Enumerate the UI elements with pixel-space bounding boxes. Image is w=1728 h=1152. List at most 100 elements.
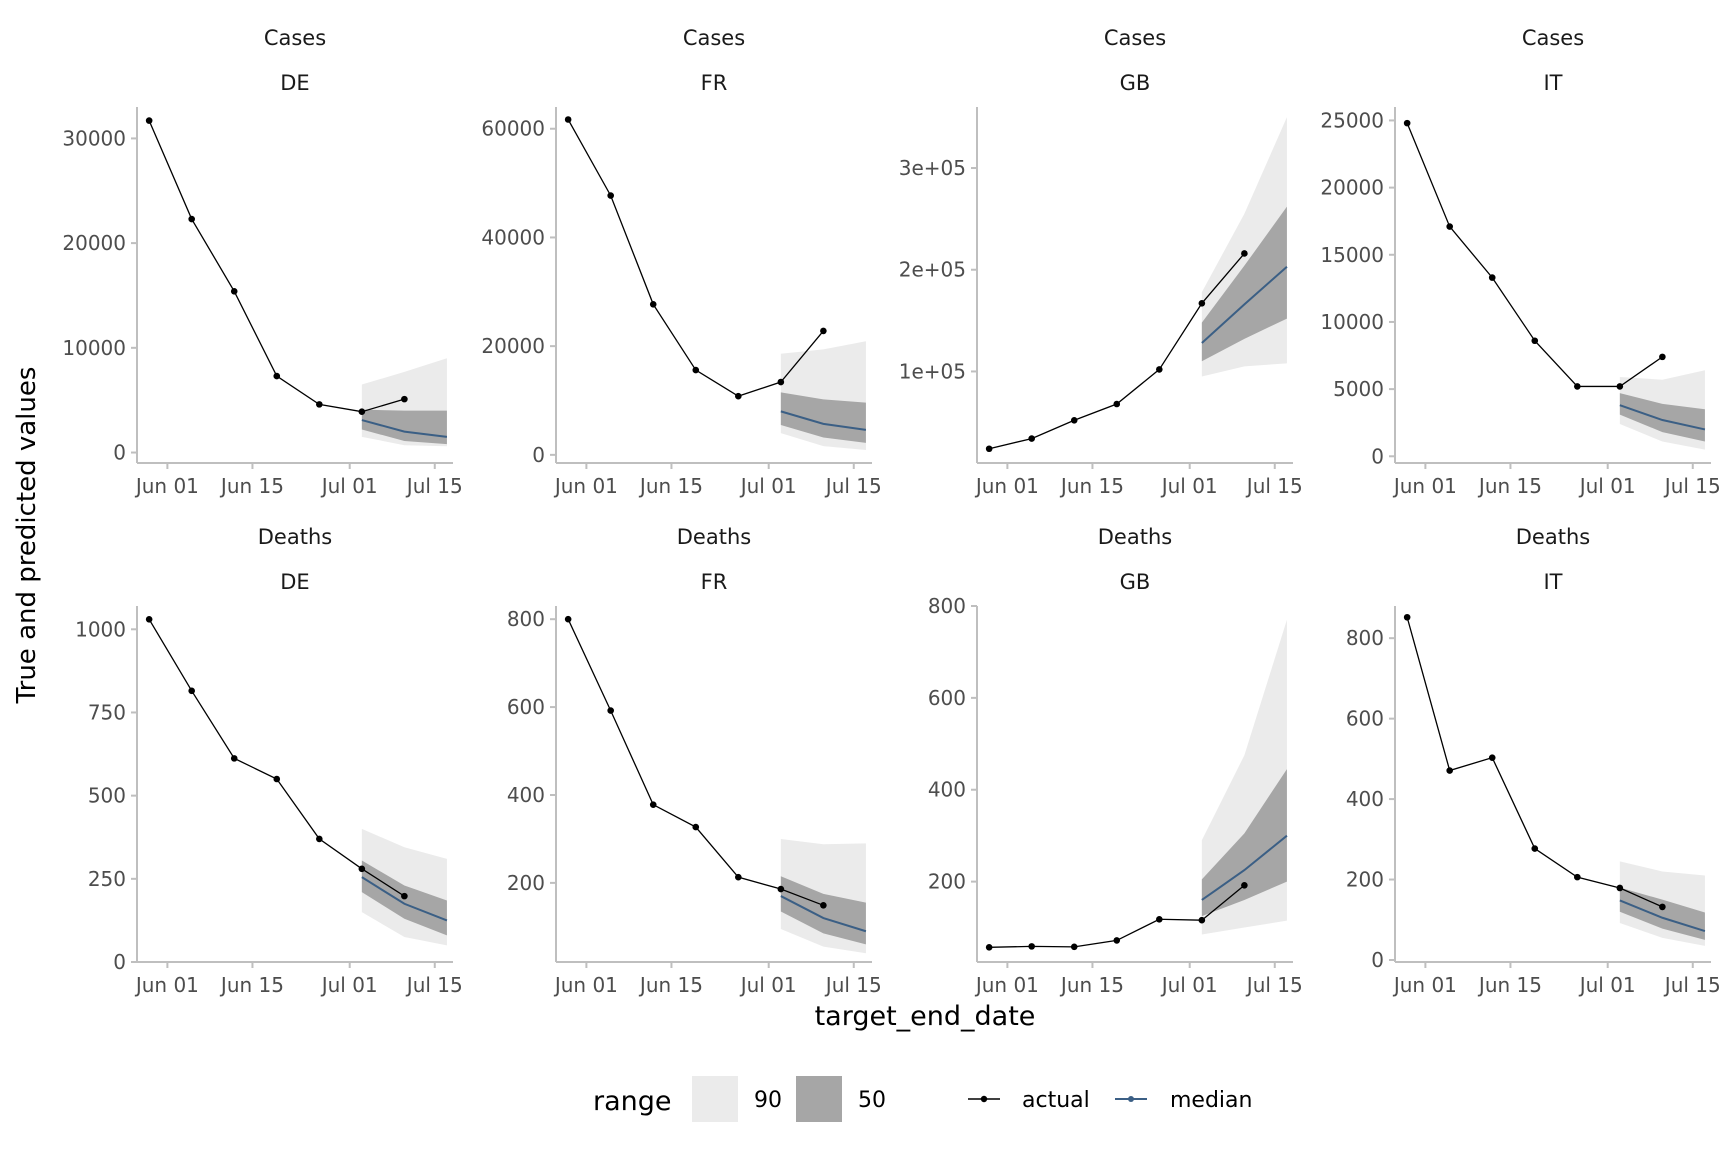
actual-point xyxy=(316,835,323,843)
strip-location: DE xyxy=(280,570,309,594)
actual-point xyxy=(777,885,785,893)
strip-location: IT xyxy=(1543,71,1562,95)
y-tick-label: 600 xyxy=(928,686,966,710)
y-tick-label: 10000 xyxy=(1320,310,1384,334)
y-tick-label: 40000 xyxy=(481,225,545,249)
actual-point xyxy=(1574,873,1581,881)
x-tick-label: Jun 15 xyxy=(219,973,284,997)
actual-point xyxy=(1198,916,1206,924)
actual-point xyxy=(1574,383,1581,390)
y-tick-label: 30000 xyxy=(62,126,126,150)
strip-location: IT xyxy=(1543,570,1562,594)
x-tick-label: Jul 01 xyxy=(320,474,378,498)
actual-point xyxy=(985,944,993,951)
y-tick-label: 400 xyxy=(507,783,545,807)
x-tick-label: Jun 01 xyxy=(1392,474,1457,498)
strip-target: Deaths xyxy=(1098,525,1172,549)
median-line xyxy=(1619,899,1706,932)
median-line xyxy=(1201,265,1288,344)
actual-point xyxy=(1403,613,1411,621)
y-tick-label: 500 xyxy=(88,784,126,808)
x-tick-label: Jul 01 xyxy=(739,973,797,997)
x-tick-label: Jun 15 xyxy=(638,474,703,498)
x-tick-label: Jul 01 xyxy=(1160,474,1218,498)
actual-point xyxy=(273,775,281,783)
actual-point xyxy=(1156,915,1163,923)
actual-point xyxy=(1531,845,1539,852)
y-tick-label: 1e+05 xyxy=(899,359,966,383)
x-tick-label: Jul 15 xyxy=(824,474,882,498)
y-tick-label: 5000 xyxy=(1333,377,1384,401)
strip-location: GB xyxy=(1120,71,1151,95)
actual-point xyxy=(1028,435,1035,442)
panel-deaths-it: Deaths IT 0 200 400 600 800 Jun 01 Jun 15 Jul 01 J… xyxy=(1346,525,1721,997)
actual-point xyxy=(1446,767,1453,774)
legend: range 90 50 actual median xyxy=(593,1076,1252,1122)
median-line xyxy=(780,895,867,933)
y-tick-label: 800 xyxy=(507,607,545,631)
y-tick-label: 400 xyxy=(1346,787,1384,811)
legend-key-median-point xyxy=(1128,1096,1134,1102)
actual-point xyxy=(1028,943,1035,950)
y-tick-label: 0 xyxy=(113,441,126,465)
actual-point xyxy=(145,117,153,124)
x-tick-label: Jul 01 xyxy=(739,474,797,498)
x-tick-label: Jun 01 xyxy=(974,474,1039,498)
actual-point xyxy=(1403,119,1411,127)
y-axis-title: True and predicted values xyxy=(12,367,42,705)
y-tick-label: 20000 xyxy=(62,231,126,255)
x-tick-label: Jul 15 xyxy=(1663,474,1721,498)
x-tick-label: Jun 01 xyxy=(553,973,618,997)
panel-deaths-fr: Deaths FR 200 400 600 800 Jun 01 Jun 15 Jul 01 Ju… xyxy=(507,525,882,997)
y-tick-label: 0 xyxy=(1371,948,1384,972)
actual-point xyxy=(188,215,195,223)
x-tick-label: Jul 15 xyxy=(1245,474,1303,498)
y-tick-label: 0 xyxy=(532,443,545,467)
y-tick-label: 400 xyxy=(928,778,966,802)
strip-target: Deaths xyxy=(1516,525,1590,549)
y-tick-label: 10000 xyxy=(62,336,126,360)
actual-point xyxy=(230,755,238,762)
actual-point xyxy=(188,687,195,695)
legend-key-90 xyxy=(692,1076,738,1122)
actual-point xyxy=(735,873,742,881)
legend-label-median: median xyxy=(1170,1088,1252,1113)
panel-cases-de: Cases DE 0 10000 20000 30000 Jun 01 Jun 15 Jul 0… xyxy=(62,26,462,498)
strip-target: Deaths xyxy=(258,525,332,549)
actual-point xyxy=(1488,754,1496,761)
x-tick-label: Jun 15 xyxy=(1477,973,1542,997)
strip-location: DE xyxy=(280,71,309,95)
actual-point xyxy=(692,366,700,374)
x-tick-label: Jul 01 xyxy=(1578,973,1636,997)
actual-point xyxy=(1659,903,1666,911)
y-tick-label: 600 xyxy=(507,695,545,719)
y-tick-label: 0 xyxy=(113,950,126,974)
actual-point xyxy=(1531,337,1539,345)
actual-point xyxy=(1156,366,1163,373)
x-tick-label: Jun 01 xyxy=(1392,973,1457,997)
actual-point xyxy=(649,801,657,808)
actual-point xyxy=(564,116,572,123)
y-tick-label: 250 xyxy=(88,867,126,891)
actual-point xyxy=(564,615,572,623)
x-tick-label: Jul 01 xyxy=(320,973,378,997)
x-tick-label: Jul 15 xyxy=(405,474,463,498)
actual-point xyxy=(1113,400,1121,408)
x-tick-label: Jul 15 xyxy=(824,973,882,997)
median-line xyxy=(361,419,448,438)
y-tick-label: 3e+05 xyxy=(899,156,966,180)
legend-key-50 xyxy=(796,1076,842,1122)
band-50 xyxy=(361,409,447,445)
y-tick-label: 750 xyxy=(88,700,126,724)
y-tick-label: 800 xyxy=(1346,626,1384,650)
panel-deaths-gb: Deaths GB 200 400 600 800 Jun 01 Jun 15 Jul 01 Ju… xyxy=(928,525,1303,997)
x-tick-label: Jul 15 xyxy=(1663,973,1721,997)
actual-point xyxy=(145,616,153,623)
median-line xyxy=(780,410,867,431)
actual-point xyxy=(1241,250,1248,257)
x-tick-label: Jun 01 xyxy=(134,973,199,997)
actual-point xyxy=(1070,943,1078,951)
median-line xyxy=(1619,404,1706,431)
